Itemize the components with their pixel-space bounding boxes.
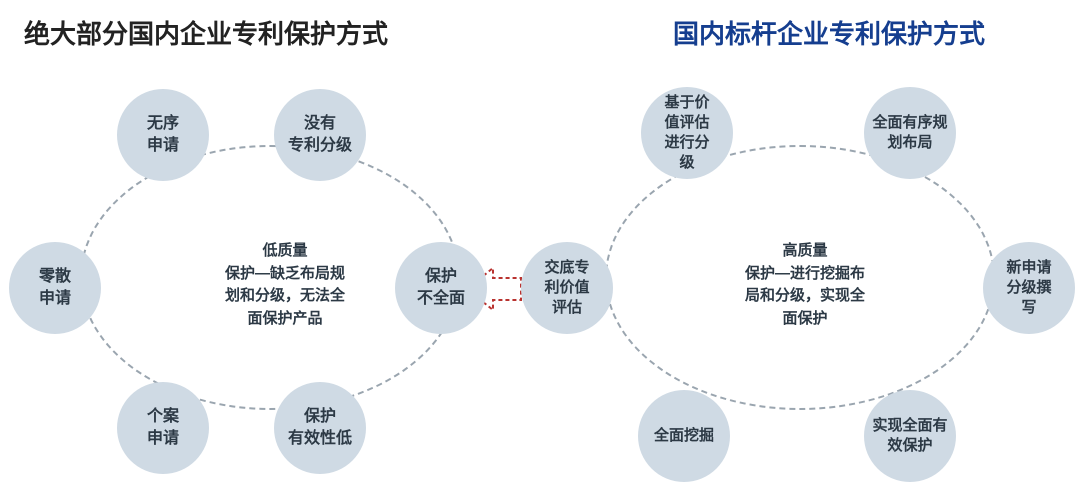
satellite-right-0: 基于价 值评估 进行分 级 [641, 87, 733, 179]
satellite-right-3: 新申请 分级撰 写 [983, 242, 1075, 334]
center-left-line1: 低质量 [200, 240, 370, 263]
center-text-right: 高质量 保护—进行挖掘布 局和分级，实现全 面保护 [720, 240, 890, 330]
satellite-left-1: 没有 专利分级 [274, 89, 366, 181]
satellite-right-2: 交底专 利价值 评估 [521, 242, 613, 334]
satellite-left-0: 无序 申请 [117, 89, 209, 181]
center-text-left: 低质量 保护—缺乏布局规 划和分级，无法全 面保护产品 [200, 240, 370, 330]
center-left-line4: 面保护产品 [200, 308, 370, 331]
satellite-left-3: 保护 不全面 [395, 242, 487, 334]
title-left: 绝大部分国内企业专利保护方式 [24, 14, 388, 51]
satellite-right-5: 实现全面有 效保护 [864, 390, 956, 482]
center-right-line4: 面保护 [720, 308, 890, 331]
satellite-right-1: 全面有序规 划布局 [864, 87, 956, 179]
center-right-line3: 局和分级，实现全 [720, 285, 890, 308]
satellite-right-4: 全面挖掘 [638, 390, 730, 482]
satellite-left-5: 保护 有效性低 [274, 382, 366, 474]
satellite-left-2: 零散 申请 [9, 242, 101, 334]
center-right-line1: 高质量 [720, 240, 890, 263]
title-right: 国内标杆企业专利保护方式 [673, 14, 985, 51]
satellite-left-4: 个案 申请 [117, 382, 209, 474]
center-left-line2: 保护—缺乏布局规 [200, 263, 370, 286]
center-right-line2: 保护—进行挖掘布 [720, 263, 890, 286]
center-left-line3: 划和分级，无法全 [200, 285, 370, 308]
